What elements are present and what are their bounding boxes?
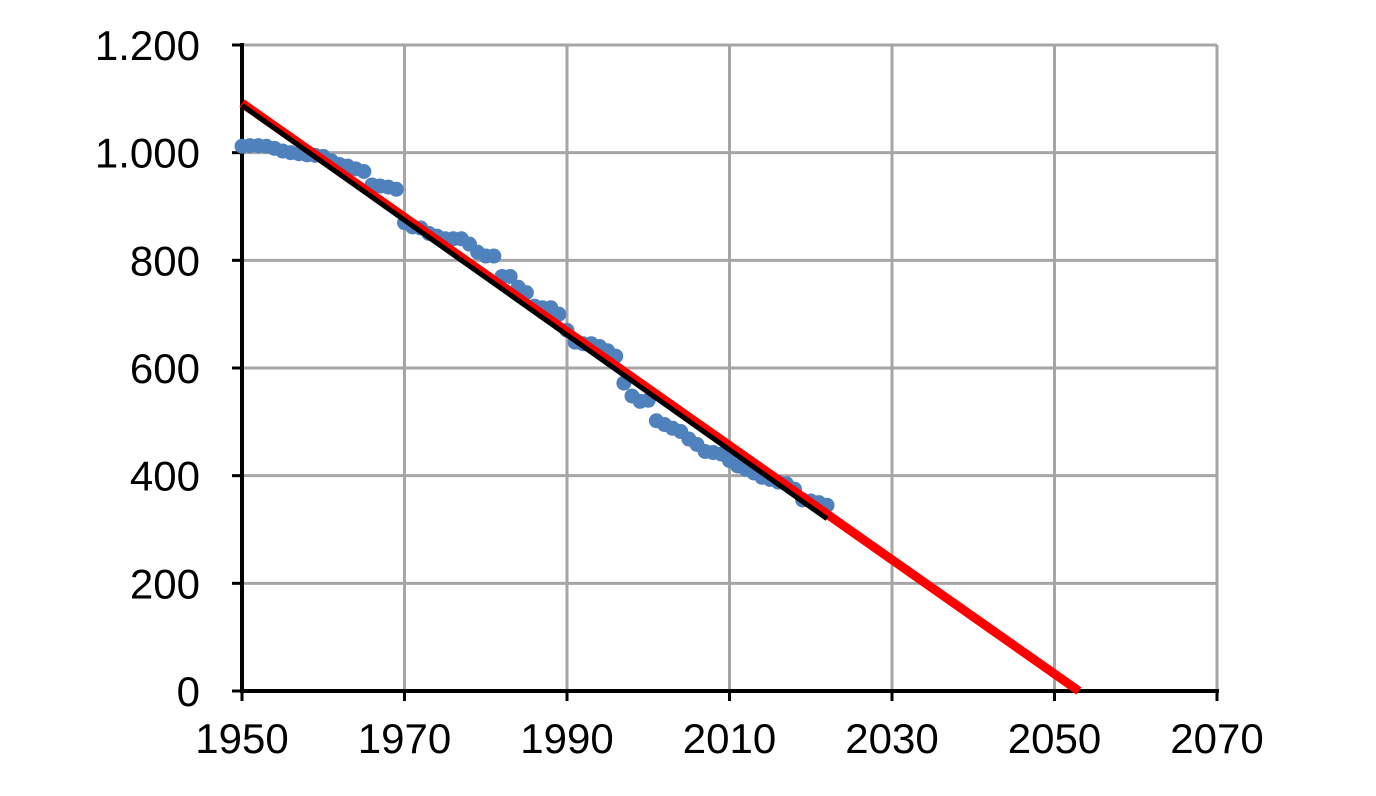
x-tick-label-1950: 1950	[195, 715, 288, 762]
series-layer	[234, 99, 1082, 695]
y-tick-label-0: 0	[177, 668, 200, 715]
x-tick-label-2030: 2030	[845, 715, 938, 762]
x-tick-labels: 1950 1970 1990 2010 2030 2050 2070	[195, 715, 1263, 762]
x-tick-label-1990: 1990	[520, 715, 613, 762]
x-tick-label-1970: 1970	[358, 715, 451, 762]
y-tick-label-200: 200	[130, 560, 200, 607]
data-point	[486, 248, 502, 264]
x-tick-label-2050: 2050	[1008, 715, 1101, 762]
y-tick-label-400: 400	[130, 453, 200, 500]
data-point	[388, 181, 404, 197]
data-point	[502, 268, 518, 284]
x-tick-label-2070: 2070	[1170, 715, 1263, 762]
y-tick-label-1000: 1.000	[95, 130, 200, 177]
data-point	[356, 164, 372, 180]
trend-line-black	[240, 103, 829, 521]
x-tick-label-2010: 2010	[683, 715, 776, 762]
y-tick-label-800: 800	[130, 237, 200, 284]
grid	[242, 43, 1219, 691]
y-tick-label-1200: 1.200	[95, 22, 200, 69]
y-tick-labels: 0 200 400 600 800 1.000 1.200	[95, 22, 200, 715]
y-tick-label-600: 600	[130, 345, 200, 392]
